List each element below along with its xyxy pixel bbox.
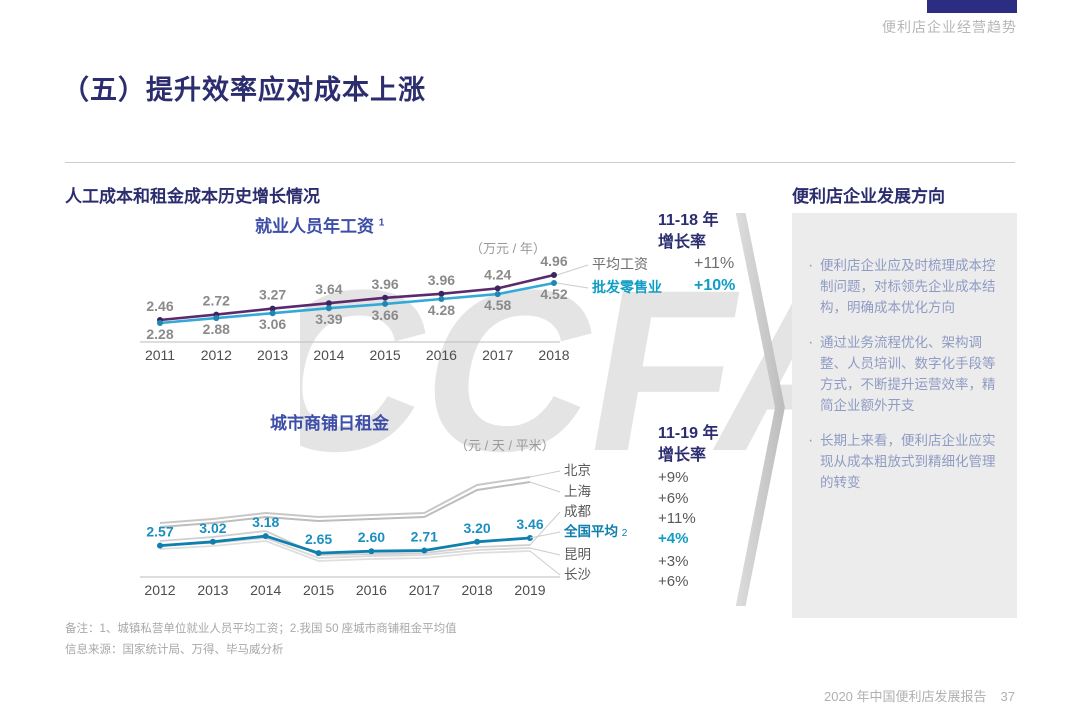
svg-text:2.60: 2.60 [358, 529, 385, 545]
svg-text:4.96: 4.96 [540, 253, 567, 269]
svg-text:2015: 2015 [370, 347, 401, 363]
svg-text:2011: 2011 [145, 347, 175, 363]
svg-text:北京: 北京 [564, 463, 591, 478]
svg-text:3.96: 3.96 [428, 272, 455, 288]
svg-text:2.71: 2.71 [411, 529, 438, 545]
svg-text:长沙: 长沙 [564, 567, 591, 582]
svg-text:2017: 2017 [409, 582, 440, 598]
svg-text:批发零售业: 批发零售业 [592, 279, 662, 295]
svg-text:2016: 2016 [356, 582, 387, 598]
svg-text:2019: 2019 [514, 582, 545, 598]
svg-text:3.66: 3.66 [371, 307, 398, 323]
svg-text:4.58: 4.58 [484, 297, 511, 313]
svg-text:2013: 2013 [197, 582, 228, 598]
svg-text:2.28: 2.28 [146, 326, 173, 342]
svg-text:2018: 2018 [462, 582, 493, 598]
svg-text:2012: 2012 [201, 347, 232, 363]
svg-text:3.27: 3.27 [259, 287, 286, 303]
svg-text:2014: 2014 [250, 582, 281, 598]
svg-text:2.46: 2.46 [146, 298, 173, 314]
svg-text:昆明: 昆明 [564, 547, 591, 562]
svg-text:3.64: 3.64 [315, 281, 342, 297]
svg-text:3.46: 3.46 [516, 516, 543, 532]
svg-text:平均工资: 平均工资 [592, 256, 648, 272]
svg-text:2018: 2018 [538, 347, 569, 363]
svg-text:2.88: 2.88 [203, 321, 230, 337]
svg-text:2.57: 2.57 [146, 524, 173, 540]
svg-text:成都: 成都 [564, 504, 591, 519]
svg-text:上海: 上海 [564, 484, 591, 499]
svg-text:2016: 2016 [426, 347, 457, 363]
svg-text:2014: 2014 [313, 347, 344, 363]
svg-text:全国平均 2: 全国平均 2 [563, 523, 628, 539]
svg-text:3.06: 3.06 [259, 316, 286, 332]
svg-text:3.18: 3.18 [252, 514, 279, 530]
svg-text:2.72: 2.72 [203, 293, 230, 309]
svg-text:4.52: 4.52 [540, 286, 567, 302]
svg-text:3.20: 3.20 [463, 520, 490, 536]
svg-text:3.02: 3.02 [199, 520, 226, 536]
svg-text:3.96: 3.96 [371, 276, 398, 292]
svg-text:4.24: 4.24 [484, 266, 511, 282]
svg-text:4.28: 4.28 [428, 302, 455, 318]
svg-text:2.65: 2.65 [305, 531, 332, 547]
svg-text:3.39: 3.39 [315, 311, 342, 327]
svg-text:2012: 2012 [144, 582, 175, 598]
svg-text:2017: 2017 [482, 347, 513, 363]
svg-text:2015: 2015 [303, 582, 334, 598]
svg-text:2013: 2013 [257, 347, 288, 363]
